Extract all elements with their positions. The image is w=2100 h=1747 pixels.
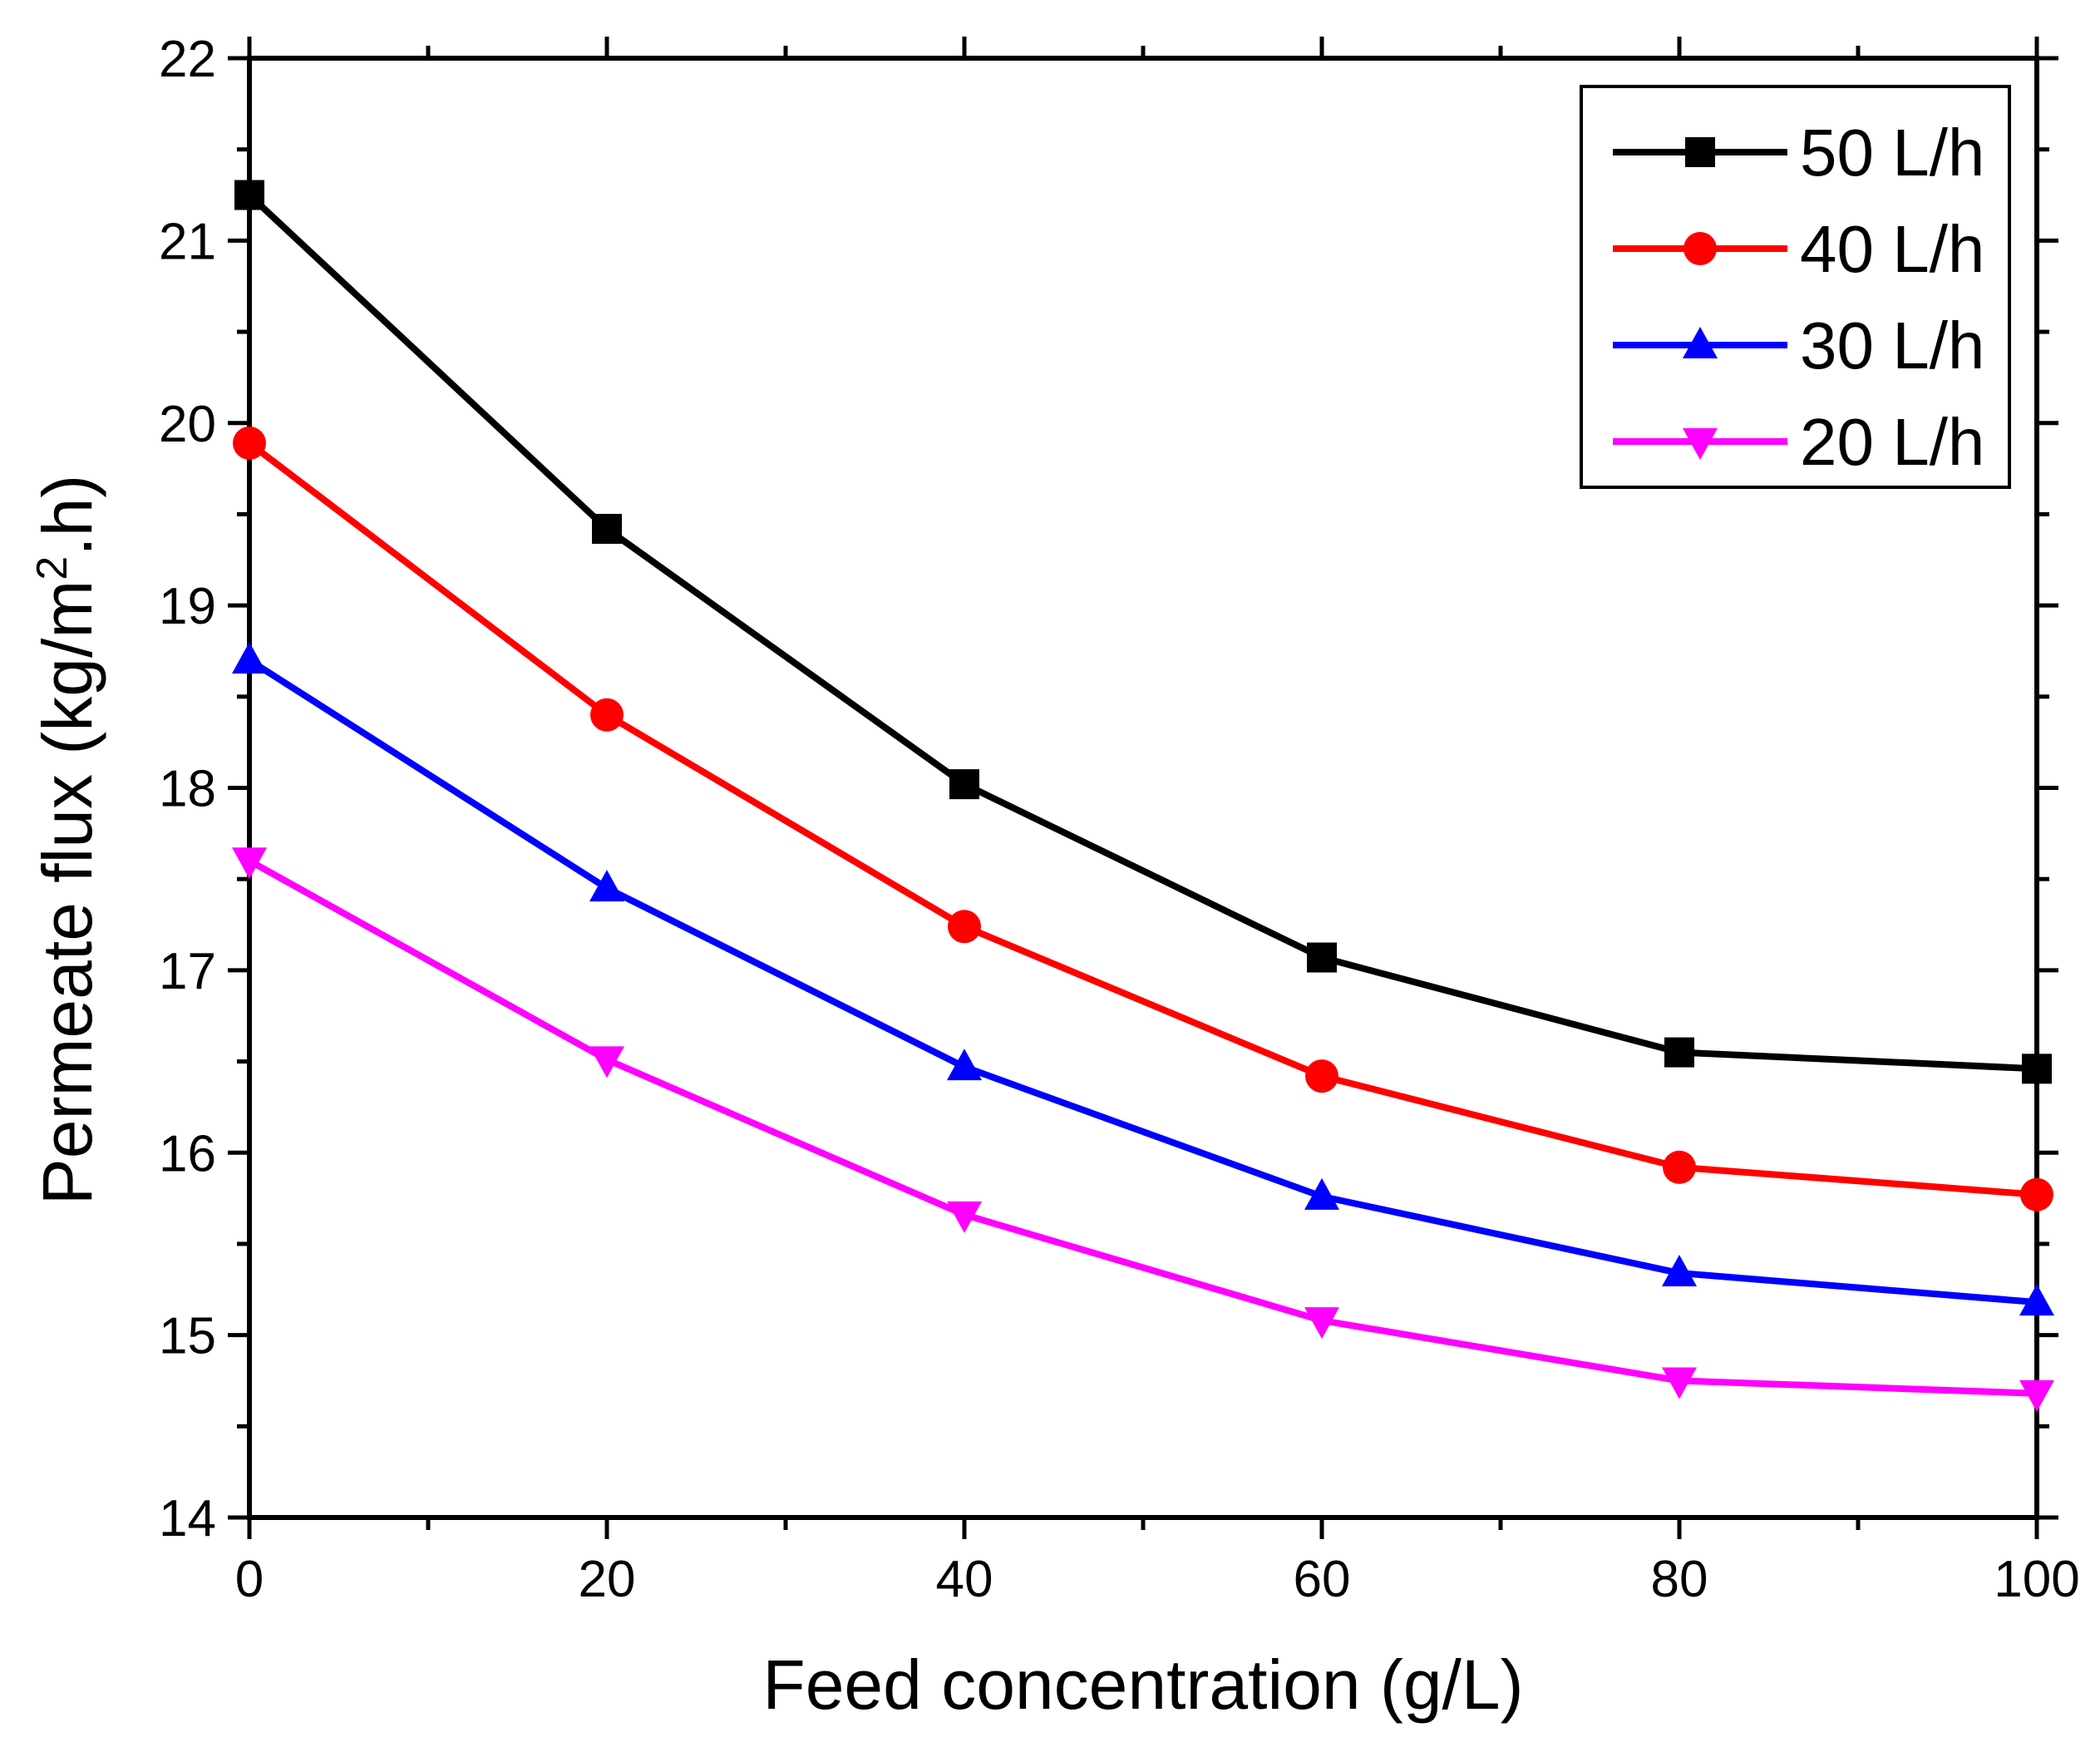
data-point-3-0 — [232, 847, 267, 880]
y-tick-label: 21 — [159, 213, 216, 270]
data-point-3-5 — [2019, 1379, 2054, 1412]
y-tick-label: 14 — [159, 1490, 216, 1547]
legend-marker-3 — [1683, 428, 1718, 460]
series-line-0 — [247, 192, 2038, 1073]
x-tick-label: 80 — [1651, 1551, 1708, 1608]
legend-label-0: 50 L/h — [1800, 116, 1984, 190]
data-point-2-3 — [1304, 1177, 1339, 1210]
data-point-3-1 — [589, 1046, 624, 1078]
data-point-2-5 — [2019, 1284, 2054, 1316]
data-point-0-4 — [1664, 1037, 1694, 1068]
y-tick-label: 22 — [159, 31, 216, 88]
data-point-0-2 — [949, 769, 979, 800]
data-point-2-1 — [589, 870, 624, 902]
y-tick-label: 18 — [159, 761, 216, 818]
data-point-3-3 — [1304, 1307, 1339, 1340]
data-point-1-3 — [1305, 1059, 1338, 1093]
y-tick-label: 16 — [159, 1125, 216, 1182]
data-point-0-0 — [234, 180, 264, 210]
data-point-2-2 — [947, 1049, 982, 1081]
y-tick-labels: 14 15 16 17 18 19 20 21 22 — [159, 31, 216, 1547]
y-axis-title-superscript: 2 — [28, 556, 76, 580]
legend-marker-0 — [1685, 137, 1715, 167]
y-axis-title-tail: .h) — [28, 475, 106, 556]
data-point-3-4 — [1662, 1367, 1697, 1399]
axis-ticks — [228, 37, 2058, 1539]
x-tick-label: 100 — [1994, 1551, 2079, 1608]
data-point-1-1 — [590, 698, 624, 732]
y-tick-label: 15 — [159, 1308, 216, 1365]
data-point-1-4 — [1663, 1150, 1696, 1184]
data-point-3-2 — [947, 1201, 982, 1233]
x-tick-label: 0 — [235, 1551, 264, 1608]
x-axis-title: Feed concentration (g/L) — [762, 1646, 1523, 1724]
x-tick-label: 40 — [936, 1551, 993, 1608]
data-point-1-0 — [233, 426, 266, 460]
x-tick-label: 20 — [579, 1551, 636, 1608]
data-point-1-2 — [948, 910, 981, 944]
legend-label-3: 20 L/h — [1800, 405, 1984, 479]
legend-entries: 50 L/h 40 L/h 30 L/h 20 L/h — [1613, 116, 1984, 479]
x-tick-labels: 0 20 40 60 80 100 — [235, 1551, 2080, 1608]
series-markers — [232, 180, 2054, 1412]
data-point-0-3 — [1307, 942, 1337, 973]
series-line-3 — [248, 857, 2038, 1397]
series-line-1 — [247, 440, 2038, 1198]
legend: 50 L/h 40 L/h 30 L/h 20 L/h — [1580, 85, 2011, 489]
series-lines — [247, 192, 2038, 1397]
legend-label-2: 30 L/h — [1800, 308, 1984, 382]
data-point-2-4 — [1662, 1255, 1697, 1287]
data-point-1-5 — [2020, 1177, 2053, 1212]
series-line-2 — [247, 657, 2038, 1306]
y-tick-label: 20 — [159, 396, 216, 453]
y-axis-title: Permeate flux (kg/m2.h) — [28, 475, 106, 1206]
data-point-0-1 — [592, 513, 622, 544]
data-point-2-0 — [232, 641, 267, 674]
legend-marker-2 — [1683, 327, 1718, 358]
y-axis-title-main: Permeate flux (kg/m — [28, 580, 106, 1206]
y-tick-label: 17 — [159, 943, 216, 1000]
y-tick-label: 19 — [159, 578, 216, 635]
legend-marker-1 — [1683, 232, 1717, 265]
data-point-0-5 — [2022, 1054, 2052, 1084]
x-tick-label: 60 — [1294, 1551, 1351, 1608]
legend-label-1: 40 L/h — [1800, 212, 1984, 286]
